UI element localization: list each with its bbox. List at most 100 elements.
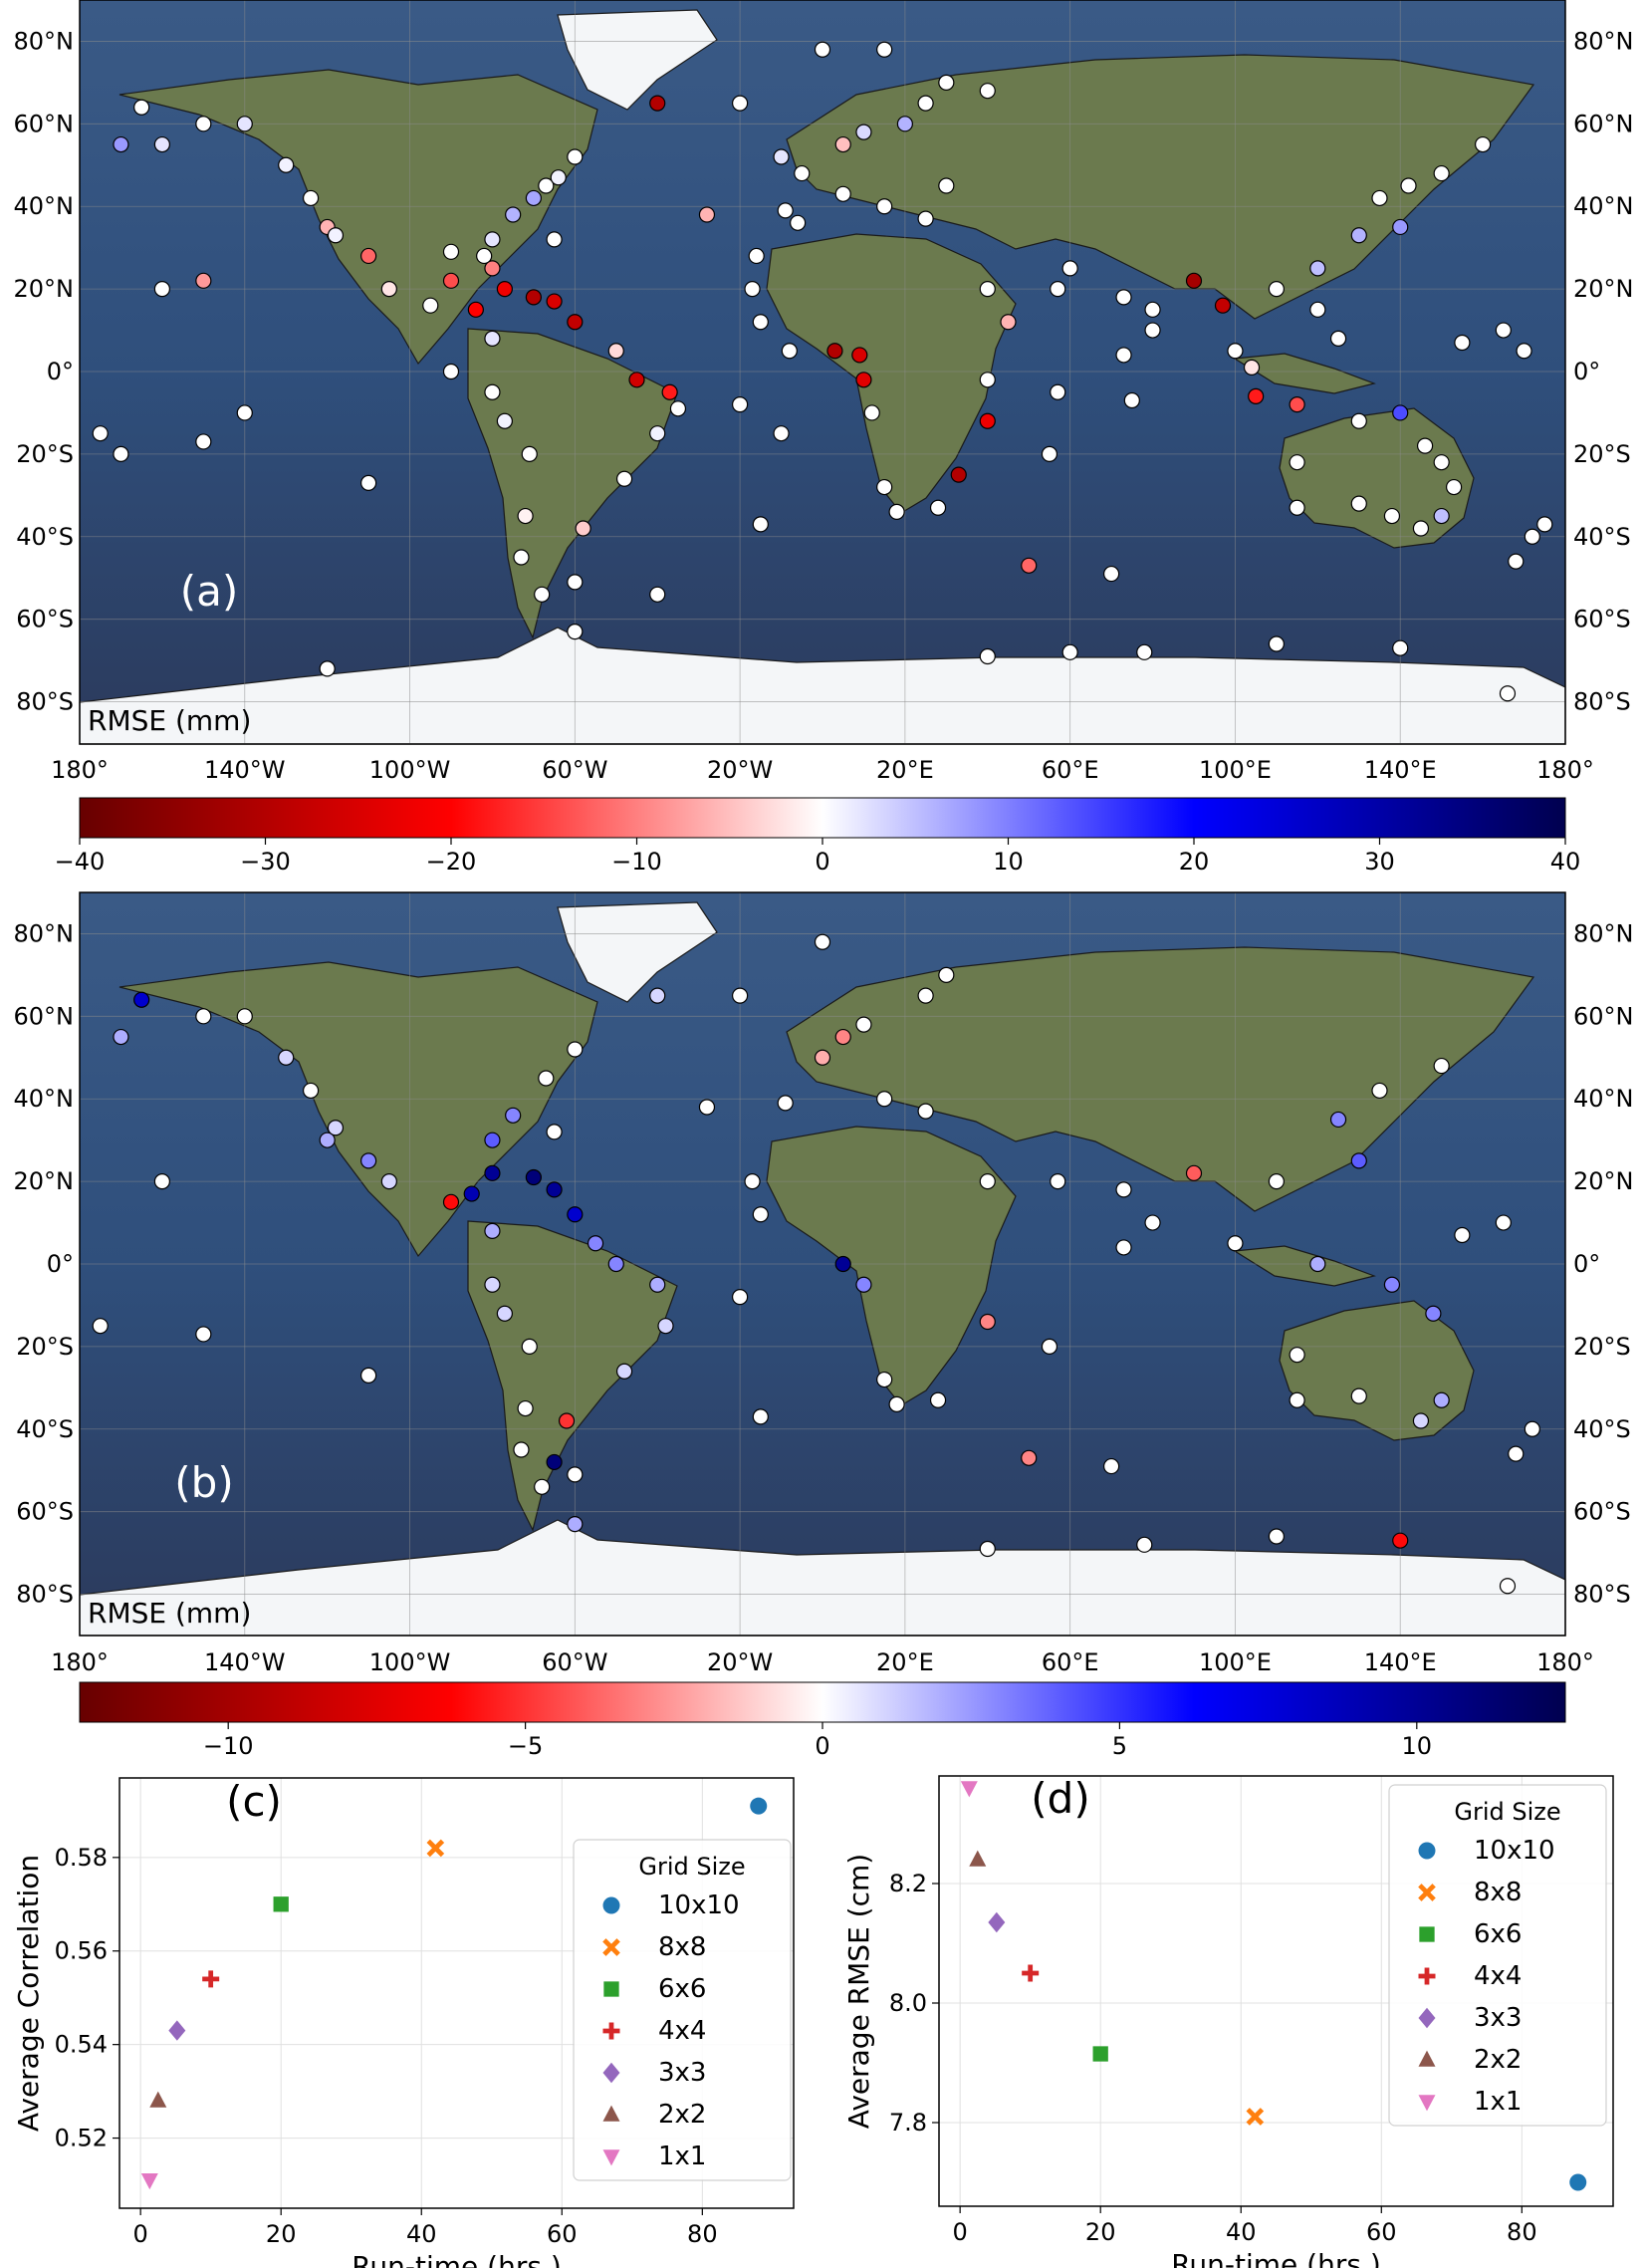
station-marker <box>567 1515 584 1533</box>
station-marker <box>587 1235 604 1252</box>
data-marker <box>602 2149 620 2166</box>
data-marker <box>602 1896 620 1914</box>
station-marker <box>1516 343 1532 360</box>
station-marker <box>1445 478 1463 496</box>
lat-tick-label-left: 20°N <box>14 275 75 303</box>
station-marker <box>546 231 563 248</box>
station-marker <box>1412 1412 1430 1429</box>
station-marker <box>92 425 109 442</box>
station-marker <box>1329 330 1347 347</box>
map-b-gridlines <box>80 892 1565 1636</box>
station-marker <box>1144 301 1161 318</box>
station-marker <box>360 1367 377 1385</box>
legend-entry-label: 3x3 <box>1474 2003 1522 2033</box>
station-marker <box>360 474 377 491</box>
station-marker <box>649 1276 666 1293</box>
lat-tick-label-left: 0° <box>47 1250 74 1278</box>
data-marker <box>1418 2095 1436 2112</box>
station-marker <box>1536 516 1553 533</box>
station-marker <box>732 987 749 1004</box>
lat-tick-label-right: 60°S <box>1573 606 1631 633</box>
station-marker <box>517 1399 534 1417</box>
station-marker <box>1383 507 1401 525</box>
x-stroke <box>1418 1884 1436 1901</box>
data-marker <box>273 1896 289 1912</box>
x-tick-label: 20 <box>266 2220 297 2248</box>
lat-tick-label-left: 40°S <box>16 523 74 551</box>
axes-frame <box>938 1775 1614 2207</box>
data-marker <box>602 2062 620 2084</box>
station-marker <box>546 1453 563 1471</box>
colorbar-b-ticks: −10 −5 0 5 10 <box>203 1722 1432 1760</box>
station-marker <box>1050 281 1066 298</box>
station-marker <box>1350 1387 1367 1404</box>
station-marker <box>195 433 212 450</box>
colorbar-tick-label: 5 <box>1112 1732 1127 1760</box>
lat-tick-label-left: 80°N <box>14 919 75 947</box>
lat-tick-label-right: 0° <box>1573 358 1600 385</box>
station-marker <box>360 1152 377 1169</box>
station-marker <box>113 135 129 153</box>
station-marker <box>496 412 513 429</box>
station-marker <box>319 660 336 677</box>
station-marker <box>917 95 934 112</box>
station-marker <box>236 1008 253 1025</box>
lon-tick-label: 100°E <box>1199 756 1272 784</box>
colorbar-a-ticks: −40 −30 −20 −10 0 10 20 30 40 <box>55 838 1580 876</box>
colorbar-tick-label: 10 <box>993 848 1024 876</box>
x-axis-label: Run-time (hrs.) <box>1171 2248 1381 2268</box>
colorbar-tick-label: 10 <box>1402 1732 1433 1760</box>
colorbar-tick-label: −10 <box>611 848 662 876</box>
station-marker <box>752 516 769 533</box>
data-marker <box>168 2020 186 2041</box>
lat-tick-label-right: 60°S <box>1573 1498 1631 1526</box>
station-marker <box>1392 639 1409 656</box>
station-marker <box>546 1181 563 1198</box>
station-marker <box>550 169 567 186</box>
lon-tick-label: 60°E <box>1042 756 1099 784</box>
data-marker <box>969 1850 987 1867</box>
station-marker <box>567 1206 584 1223</box>
station-marker <box>1289 396 1305 413</box>
station-marker <box>1329 1111 1347 1129</box>
legend-entry-label: 4x4 <box>658 2016 706 2046</box>
data-marker <box>149 2091 167 2108</box>
station-marker <box>1350 495 1367 512</box>
station-marker <box>851 347 868 364</box>
lat-tick-label-left: 20°S <box>16 440 74 468</box>
station-marker <box>1268 1528 1285 1545</box>
lat-tick-label-left: 0° <box>47 358 74 385</box>
station-marker <box>422 297 439 314</box>
y-tick-label: 0.52 <box>55 2125 108 2152</box>
station-marker <box>1309 301 1326 318</box>
station-marker <box>302 1082 320 1100</box>
station-marker <box>195 116 212 132</box>
station-marker <box>525 1168 542 1186</box>
data-marker <box>988 1911 1006 1933</box>
data-marker <box>1418 1884 1436 1901</box>
station-marker <box>133 99 150 116</box>
x-tick-label: 40 <box>1226 2218 1257 2246</box>
y-axis-label: Average Correlation <box>12 1855 45 2132</box>
legend-entry-label: 10x10 <box>1474 1836 1555 1866</box>
station-marker <box>876 1371 893 1388</box>
station-marker <box>1144 1214 1161 1231</box>
station-marker <box>1227 343 1244 360</box>
station-marker <box>1289 1347 1305 1364</box>
station-marker <box>732 95 749 112</box>
station-marker <box>607 343 624 360</box>
station-marker <box>1524 1420 1540 1437</box>
station-marker <box>1433 164 1450 182</box>
lat-tick-label-right: 80°N <box>1573 919 1634 947</box>
legend-entry-label: 6x6 <box>658 1974 706 2004</box>
station-marker <box>113 445 129 462</box>
station-marker <box>442 272 460 289</box>
station-marker <box>615 1363 633 1380</box>
station-marker <box>876 198 893 215</box>
lon-tick-label: 140°E <box>1364 756 1437 784</box>
station-marker <box>950 466 967 483</box>
station-marker <box>979 83 996 100</box>
station-marker <box>1144 322 1161 339</box>
lon-tick-label: 60°W <box>542 1648 607 1676</box>
